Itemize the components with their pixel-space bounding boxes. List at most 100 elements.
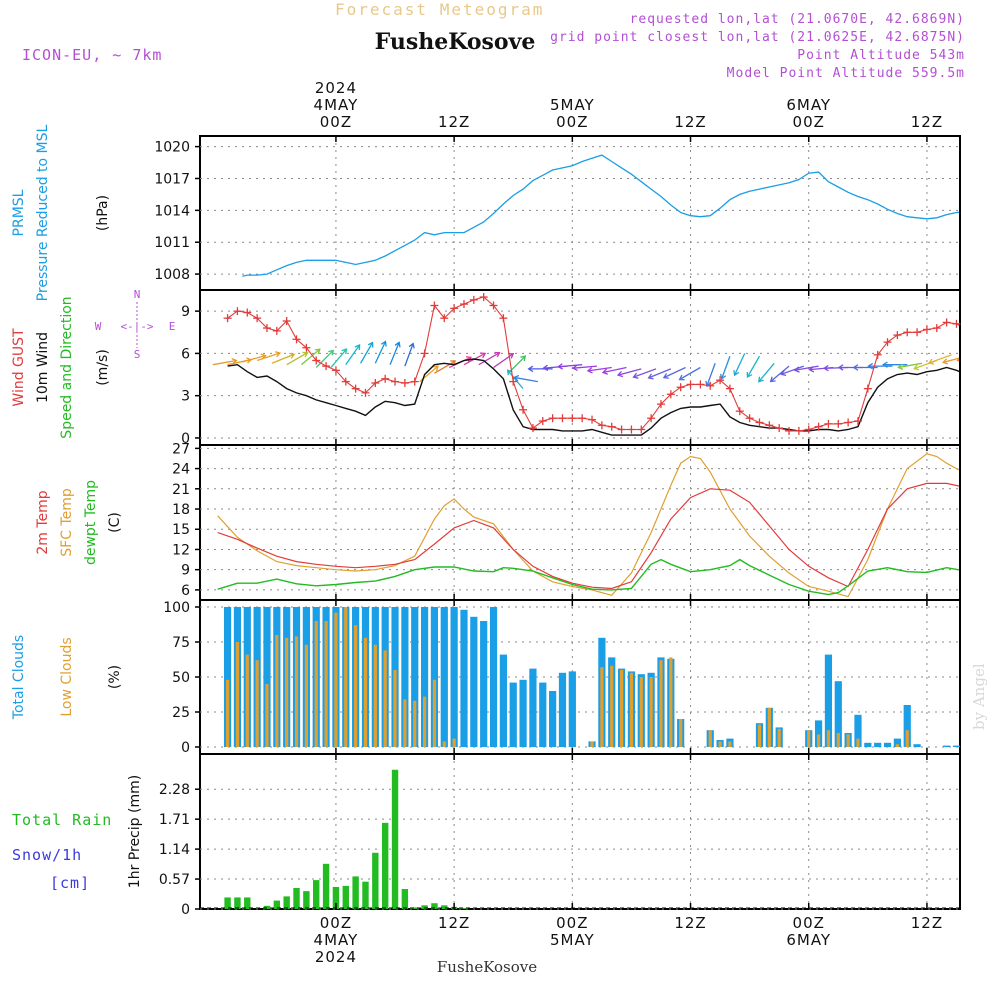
time-label-top: 5MAY bbox=[550, 96, 595, 114]
cloud-bar-low bbox=[245, 654, 249, 747]
compass-south: S bbox=[134, 348, 141, 361]
cloud-bar-total bbox=[893, 738, 901, 747]
time-label-bottom: 12Z bbox=[674, 914, 706, 932]
cloud-bar-total bbox=[401, 607, 409, 747]
precip-bar bbox=[332, 886, 340, 909]
compass-north: N bbox=[134, 288, 141, 301]
cloud-bar-total bbox=[519, 679, 527, 747]
cloud-bar-low bbox=[285, 637, 289, 747]
wind-vector-head bbox=[822, 364, 829, 372]
cloud-bar-low bbox=[235, 642, 240, 747]
cloud-bar-total bbox=[903, 705, 911, 747]
y-tick-label: 1.14 bbox=[159, 842, 190, 858]
wind-vector bbox=[212, 359, 237, 366]
cloud-bar-low bbox=[334, 612, 338, 747]
cloud-bar-low bbox=[324, 621, 328, 747]
wind-vector bbox=[633, 368, 657, 378]
model-label: ICON-EU, ~ 7km bbox=[22, 46, 162, 64]
cloud-bar-low bbox=[610, 665, 614, 747]
compass-arrow: <-|-> bbox=[120, 320, 153, 333]
time-label-top: 12Z bbox=[438, 113, 470, 131]
wind-vector-head bbox=[867, 362, 874, 370]
axis-label: 10m Wind bbox=[35, 332, 51, 403]
wind-vector-head bbox=[913, 364, 920, 371]
wind-vector bbox=[721, 356, 731, 380]
cloud-bar-total bbox=[460, 609, 468, 747]
cloud-bar-low bbox=[363, 637, 368, 747]
series-line bbox=[217, 558, 959, 596]
cloud-bar-low bbox=[403, 699, 407, 747]
wind-vector bbox=[706, 363, 716, 387]
cloud-bar-total bbox=[814, 720, 823, 747]
wind-vector-head bbox=[733, 370, 740, 377]
wind-vector-head bbox=[432, 365, 439, 372]
wind-vector-head bbox=[314, 348, 321, 355]
precip-bar bbox=[372, 852, 379, 909]
wind-vector bbox=[898, 362, 923, 369]
cloud-bar-total bbox=[913, 744, 921, 747]
cloud-bar-low bbox=[432, 679, 437, 747]
cloud-bar-low bbox=[659, 660, 663, 747]
wind-compass: N W <-|-> E S bbox=[95, 288, 176, 361]
cloud-bar-total bbox=[834, 681, 842, 747]
precip-bar bbox=[391, 769, 399, 909]
wind-vector bbox=[942, 357, 959, 364]
precip-bar bbox=[313, 880, 320, 909]
wind-vector bbox=[345, 344, 361, 366]
wind-vector bbox=[957, 359, 959, 362]
y-tick-label: 2.28 bbox=[159, 782, 190, 798]
precip-bar bbox=[381, 822, 389, 909]
precip-bar bbox=[283, 896, 290, 909]
axis-label: 1hr Precip (mm) bbox=[127, 775, 143, 888]
time-label-bottom: 00Z bbox=[556, 914, 588, 932]
cloud-bar-low bbox=[413, 700, 417, 747]
cloud-bar-low bbox=[777, 728, 781, 747]
cloud-bar-total bbox=[568, 671, 576, 747]
axis-label: Total Clouds bbox=[11, 635, 27, 720]
footer-location: FusheKosove bbox=[437, 958, 537, 976]
wind-vector-head bbox=[852, 364, 859, 371]
wind-vector-head bbox=[793, 366, 800, 373]
cloud-bar-low bbox=[590, 741, 594, 747]
compass-west: W bbox=[95, 320, 102, 333]
time-label-top: 00Z bbox=[320, 113, 352, 131]
y-tick-label: 0 bbox=[181, 740, 190, 756]
axis-label: Wind GUST bbox=[11, 328, 27, 407]
cloud-bar-low bbox=[442, 741, 446, 747]
wind-vector-head bbox=[571, 364, 578, 372]
wind-vector bbox=[507, 369, 524, 390]
cloud-bar-low bbox=[679, 719, 683, 747]
cloud-bar-low bbox=[275, 635, 279, 747]
cloud-bar-low bbox=[767, 707, 771, 747]
precip-bar bbox=[362, 881, 369, 909]
time-label-top: 4MAY bbox=[314, 96, 359, 114]
y-tick-label: 0.57 bbox=[159, 872, 190, 888]
series-line bbox=[217, 482, 959, 590]
cloud-bar-low bbox=[757, 724, 762, 747]
wind-vector-head bbox=[808, 366, 815, 373]
wind-vector bbox=[770, 365, 790, 383]
wind-vector-head bbox=[354, 344, 361, 351]
wind-vector-head bbox=[601, 368, 608, 375]
wind-vector-head bbox=[758, 376, 764, 383]
wind-vector bbox=[572, 365, 598, 369]
wind-vector-head bbox=[380, 340, 387, 347]
y-tick-label: 24 bbox=[172, 462, 190, 478]
time-label-bottom: 2024 bbox=[315, 948, 357, 966]
cloud-bar-low bbox=[344, 607, 348, 747]
y-tick-label: 0 bbox=[181, 902, 190, 918]
time-label-top: 12Z bbox=[911, 113, 943, 131]
y-tick-label: 6 bbox=[181, 346, 190, 362]
cloud-bar-low bbox=[807, 730, 811, 747]
cloud-bar-low bbox=[265, 684, 269, 747]
cloud-bar-total bbox=[864, 742, 872, 747]
axis-label: Low Clouds bbox=[59, 637, 75, 716]
cloud-bar-total bbox=[440, 607, 448, 747]
y-tick-label: 6 bbox=[181, 583, 190, 599]
wind-vector-head bbox=[542, 364, 549, 372]
wind-vector-head bbox=[632, 372, 639, 379]
axis-label: dewpt Temp bbox=[83, 480, 99, 565]
wind-vector-head bbox=[837, 364, 844, 371]
wind-vector bbox=[242, 355, 266, 363]
